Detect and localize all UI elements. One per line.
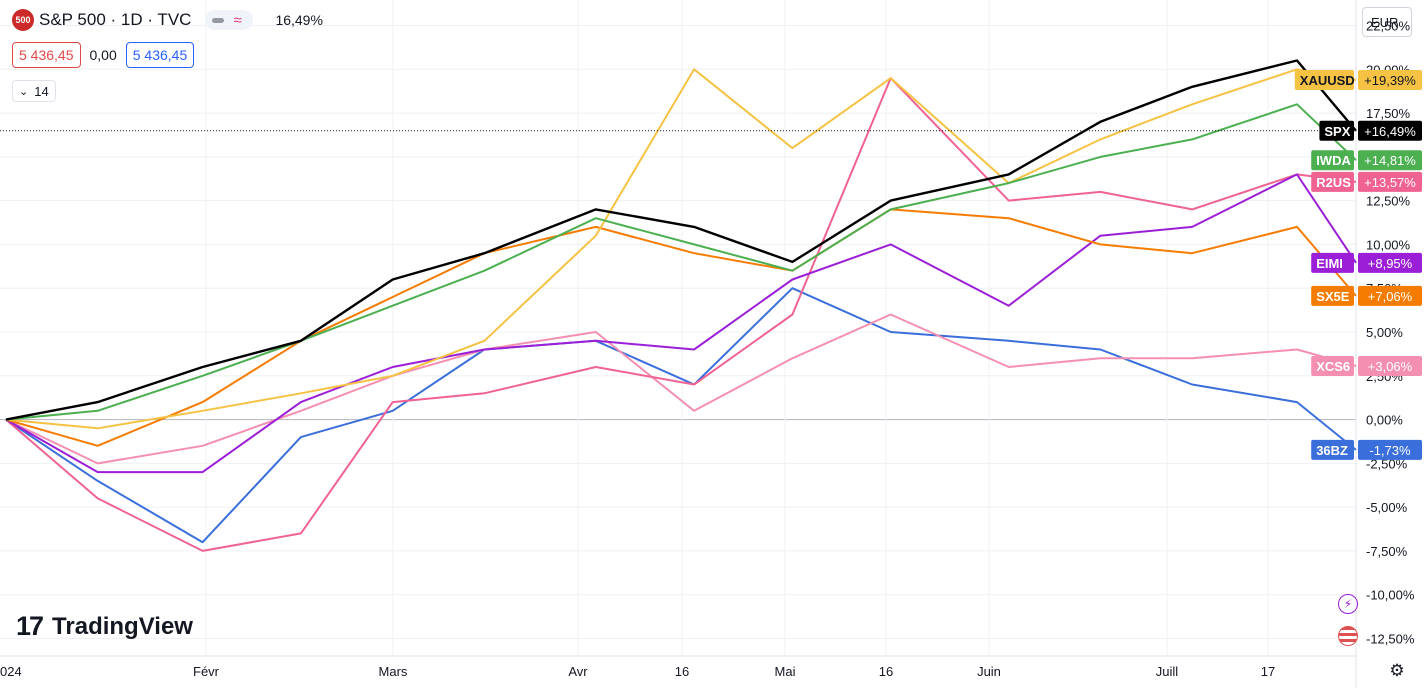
series-name-tag — [1319, 120, 1354, 141]
series-line-xcs6[interactable] — [5, 313, 1357, 465]
y-tick-label: -12,50% — [1366, 631, 1415, 646]
x-tick-label: 16 — [675, 664, 689, 679]
series-value-text: +8,95% — [1368, 256, 1413, 271]
x-tick-label: Juin — [977, 664, 1001, 679]
tradingview-logo: 17 TradingView — [16, 611, 193, 642]
series-value-text: -1,73% — [1369, 443, 1411, 458]
symbol-title[interactable]: S&P 500 · 1D · TVC — [39, 10, 192, 29]
y-tick-label: 17,50% — [1366, 106, 1411, 121]
series-name-text: XCS6 — [1316, 359, 1350, 374]
y-tick-label: 0,00% — [1366, 413, 1403, 428]
series-value-tag — [1358, 355, 1422, 376]
open-price-box[interactable]: 5 436,45 — [12, 42, 81, 68]
price-row: 5 436,45 0,00 5 436,45 — [12, 42, 195, 68]
series-value-tag — [1358, 439, 1422, 460]
tv-logo-icon: 17 — [16, 611, 44, 641]
x-tick-label: Mai — [775, 664, 796, 679]
x-tick-label: 024 — [0, 664, 22, 679]
series-value-tag — [1358, 252, 1422, 273]
series-axis-label-iwda[interactable]: IWDA +14,81% — [1311, 150, 1422, 171]
series-name-tag — [1311, 171, 1354, 192]
series-axis-label-36bz[interactable]: 36BZ -1,73% — [1311, 439, 1422, 460]
series-axis-label-r2us[interactable]: R2US +13,57% — [1311, 171, 1422, 192]
series-line-xauusd[interactable] — [5, 68, 1357, 430]
series-name-text: SPX — [1324, 124, 1350, 139]
y-tick-label: 12,50% — [1366, 194, 1411, 209]
x-tick-label: Avr — [568, 664, 588, 679]
series-line-spx[interactable] — [5, 59, 1357, 421]
approx-icon: ≈ — [233, 11, 242, 29]
y-tick-label: 5,00% — [1366, 325, 1403, 340]
series-value-tag — [1358, 171, 1422, 192]
watermark-text: TradingView — [52, 612, 193, 640]
series-name-text: SX5E — [1316, 289, 1350, 304]
chart-header: 500 S&P 500 · 1D · TVC ≈ 16,49% — [12, 9, 323, 31]
settings-gear-icon[interactable]: ⚙ — [1389, 661, 1405, 680]
series-name-text: R2US — [1316, 175, 1351, 190]
series-value-text: +3,06% — [1368, 359, 1413, 374]
series-axis-label-eimi[interactable]: EIMI +8,95% — [1311, 252, 1422, 273]
series-axis-label-xcs6[interactable]: XCS6 +3,06% — [1311, 355, 1422, 376]
y-tick-label: -10,00% — [1366, 588, 1415, 603]
y-tick-label: -5,00% — [1366, 500, 1408, 515]
visibility-toggle[interactable]: ≈ — [205, 10, 254, 30]
close-price-box[interactable]: 5 436,45 — [125, 42, 195, 68]
series-value-tag — [1358, 120, 1422, 141]
y-tick-label: -7,50% — [1366, 544, 1408, 559]
y-tick-label: -2,50% — [1366, 456, 1408, 471]
event-lightning-icon[interactable]: ⚡ — [1338, 594, 1358, 614]
series-line-r2us[interactable] — [5, 77, 1357, 552]
series-value-tag — [1358, 150, 1422, 171]
series-name-tag — [1311, 150, 1354, 171]
series-line-sx5e[interactable] — [5, 208, 1357, 447]
currency-selector[interactable]: EUR — [1362, 7, 1412, 37]
series-name-tag — [1311, 285, 1354, 306]
series-name-text: IWDA — [1316, 153, 1351, 168]
chevron-down-icon: ⌄ — [19, 85, 29, 98]
x-tick-label: Mars — [379, 664, 408, 679]
symbol-logo-icon[interactable]: 500 — [12, 9, 34, 31]
series-name-tag — [1311, 439, 1354, 460]
x-tick-label: 17 — [1261, 664, 1275, 679]
series-value-text: +7,06% — [1368, 289, 1413, 304]
series-line-36bz[interactable] — [5, 287, 1357, 544]
indicators-toggle[interactable]: ⌄ 14 — [12, 80, 56, 102]
series-value-text: +13,57% — [1364, 175, 1416, 190]
y-tick-label: 10,00% — [1366, 237, 1411, 252]
series-value-tag — [1358, 285, 1422, 306]
series-value-text: +19,39% — [1364, 73, 1416, 88]
series-line-eimi[interactable] — [5, 173, 1357, 474]
series-name-tag — [1294, 69, 1354, 90]
series-value-text: +16,49% — [1364, 124, 1416, 139]
minus-icon — [212, 17, 225, 23]
price-diff: 0,00 — [89, 47, 117, 63]
series-name-text: EIMI — [1316, 256, 1343, 271]
series-axis-label-xauusd[interactable]: XAUUSD +19,39% — [1294, 69, 1422, 90]
x-tick-label: 16 — [879, 664, 893, 679]
x-tick-label: Juill — [1156, 664, 1179, 679]
series-value-text: +14,81% — [1364, 153, 1416, 168]
change-percent: 16,49% — [275, 12, 323, 28]
indicator-count: 14 — [34, 83, 49, 99]
series-name-tag — [1311, 252, 1354, 273]
series-name-text: 36BZ — [1316, 443, 1348, 458]
series-name-tag — [1311, 355, 1354, 376]
series-line-iwda[interactable] — [5, 103, 1357, 421]
x-tick-label: Févr — [193, 664, 220, 679]
y-tick-label: 22,50% — [1366, 19, 1411, 34]
series-name-text: XAUUSD — [1300, 73, 1355, 88]
series-axis-label-sx5e[interactable]: SX5E +7,06% — [1311, 285, 1422, 306]
series-axis-label-spx[interactable]: SPX +16,49% — [1319, 120, 1422, 141]
us-flag-icon[interactable] — [1338, 626, 1358, 646]
series-value-tag — [1358, 69, 1422, 90]
